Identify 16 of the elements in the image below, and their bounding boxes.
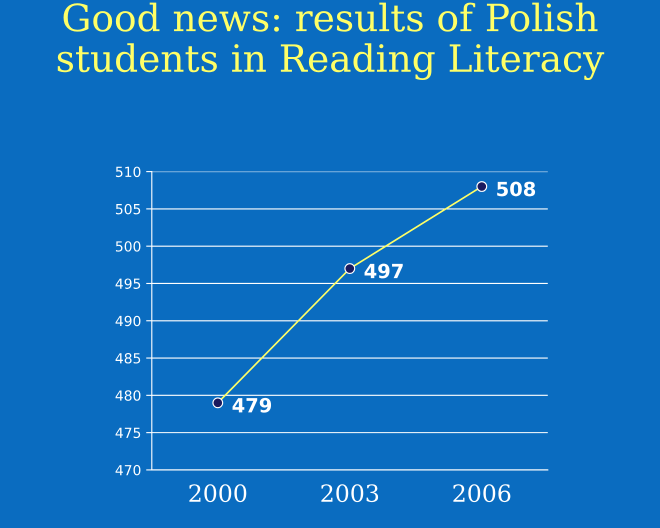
x-tick-label: 2000 <box>189 484 246 502</box>
y-tick-label: 475 <box>116 428 140 438</box>
y-tick-label: 505 <box>116 204 140 214</box>
data-label: 479 <box>232 398 272 413</box>
chart-title: Good news: results of Polish students in Reading Literacy <box>58 2 604 80</box>
y-tick-label: 500 <box>116 241 140 252</box>
y-tick-label: 495 <box>116 278 140 289</box>
x-tick-label: 2003 <box>321 484 378 502</box>
y-tick-label: 510 <box>116 166 140 178</box>
y-tick-label: 485 <box>116 353 140 364</box>
data-label: 508 <box>497 182 536 196</box>
x-tick-label: 2006 <box>453 484 510 502</box>
y-tick-label: 470 <box>116 464 140 476</box>
y-tick-label: 490 <box>116 316 140 326</box>
data-label: 497 <box>364 264 403 278</box>
y-tick-label: 480 <box>116 390 140 401</box>
